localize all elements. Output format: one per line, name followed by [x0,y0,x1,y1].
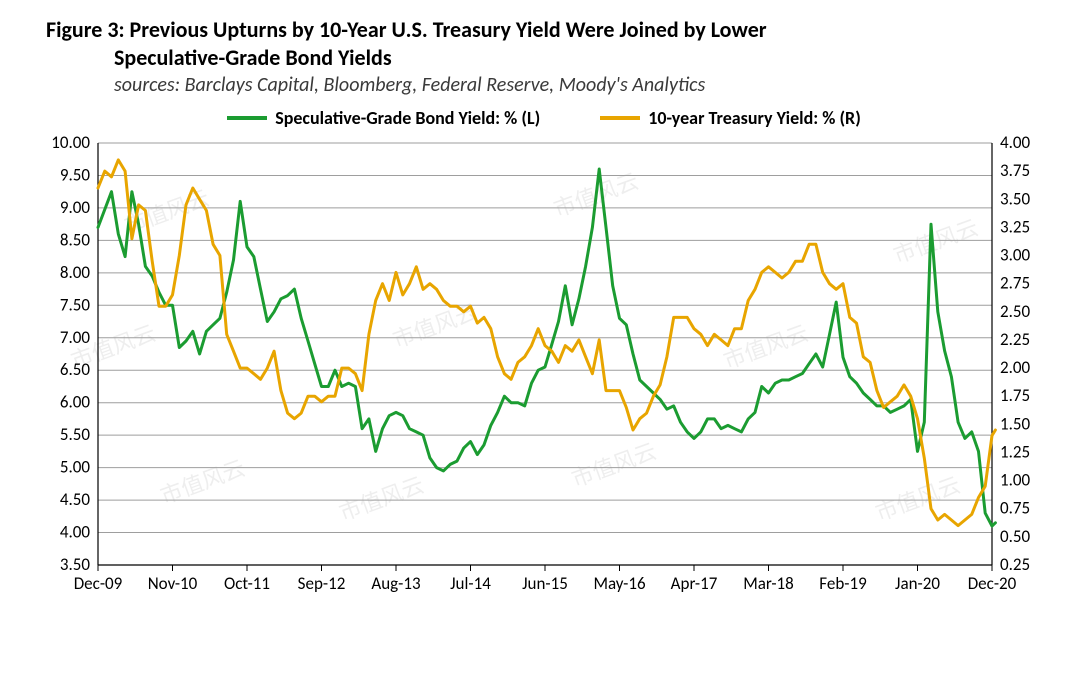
legend-swatch-treasury [600,116,640,120]
plot-border [98,143,992,565]
title-line-2: Speculative-Grade Bond Yields [114,44,392,72]
svg-text:市值风云: 市值风云 [157,454,249,509]
svg-text:3.50: 3.50 [60,554,91,575]
watermarks: 市值风云市值风云市值风云市值风云市值风云市值风云市值风云市值风云市值风云市值风云 [67,167,981,526]
svg-text:9.00: 9.00 [60,197,91,218]
title-line-1: Figure 3: Previous Upturns by 10-Year U.… [46,16,767,43]
svg-text:市值风云: 市值风云 [336,471,428,526]
svg-text:Mar-18: Mar-18 [743,573,794,594]
svg-text:Dec-20: Dec-20 [968,573,1017,594]
svg-text:Jun-15: Jun-15 [522,573,568,594]
legend-label-spec-grade: Speculative-Grade Bond Yield: % (L) [275,107,540,129]
svg-text:May-16: May-16 [593,573,646,594]
svg-text:Nov-10: Nov-10 [148,573,198,594]
chart-area: 市值风云市值风云市值风云市值风云市值风云市值风云市值风云市值风云市值风云市值风云… [40,135,1048,615]
svg-text:Feb-19: Feb-19 [819,573,867,594]
svg-text:市值风云: 市值风云 [890,214,982,269]
svg-text:4.00: 4.00 [1000,135,1031,153]
svg-text:9.50: 9.50 [60,164,91,185]
figure-3: Figure 3: Previous Upturns by 10-Year U.… [0,0,1080,674]
svg-text:2.25: 2.25 [1000,329,1030,350]
legend-label-treasury: 10-year Treasury Yield: % (R) [648,107,861,129]
svg-text:4.50: 4.50 [60,489,91,510]
svg-text:6.00: 6.00 [60,392,91,413]
legend-item-treasury: 10-year Treasury Yield: % (R) [600,107,861,129]
svg-text:3.25: 3.25 [1000,216,1030,237]
svg-text:Sep-12: Sep-12 [298,573,346,594]
svg-text:0.25: 0.25 [1000,554,1030,575]
svg-text:2.00: 2.00 [1000,357,1031,378]
grid [98,143,992,565]
svg-text:Oct-11: Oct-11 [224,573,270,594]
legend-swatch-spec-grade [227,116,267,120]
svg-text:7.50: 7.50 [60,294,91,315]
svg-text:10.00: 10.00 [51,135,90,153]
svg-text:Dec-09: Dec-09 [74,573,123,594]
svg-text:3.00: 3.00 [1000,245,1031,266]
svg-text:1.25: 1.25 [1000,441,1030,462]
svg-text:5.00: 5.00 [60,457,91,478]
svg-text:1.75: 1.75 [1000,385,1030,406]
svg-text:Apr-17: Apr-17 [671,573,718,594]
svg-text:3.50: 3.50 [1000,188,1031,209]
svg-text:0.50: 0.50 [1000,526,1031,547]
svg-text:8.00: 8.00 [60,262,91,283]
legend: Speculative-Grade Bond Yield: % (L) 10-y… [40,107,1048,129]
legend-item-spec-grade: Speculative-Grade Bond Yield: % (L) [227,107,540,129]
chart-svg: 市值风云市值风云市值风云市值风云市值风云市值风云市值风云市值风云市值风云市值风云… [40,135,1040,615]
title-block: Figure 3: Previous Upturns by 10-Year U.… [46,16,1048,97]
svg-text:3.75: 3.75 [1000,160,1030,181]
x-axis: Dec-09 Nov-10 Oct-11 Sep-12 Aug-13 Jul-14 Jun-… [74,565,1017,594]
svg-text:1.00: 1.00 [1000,470,1031,491]
svg-text:Jul-14: Jul-14 [450,573,491,594]
svg-text:2.50: 2.50 [1000,301,1031,322]
svg-text:4.00: 4.00 [60,522,91,543]
svg-text:6.50: 6.50 [60,359,91,380]
svg-text:Aug-13: Aug-13 [371,573,420,594]
svg-text:5.50: 5.50 [60,424,91,445]
y-axis-right: 0.25 0.50 0.75 1.00 1.25 1.50 1.75 2.00 2.25 2.50… [1000,135,1031,575]
svg-text:1.50: 1.50 [1000,413,1031,434]
svg-text:市值风云: 市值风云 [389,298,481,353]
sources-line: sources: Barclays Capital, Bloomberg, Fe… [114,73,1048,97]
figure-title: Figure 3: Previous Upturns by 10-Year U.… [46,16,1048,71]
svg-text:0.75: 0.75 [1000,498,1030,519]
svg-text:2.75: 2.75 [1000,273,1030,294]
svg-text:市值风云: 市值风云 [568,437,660,492]
svg-text:8.50: 8.50 [60,229,91,250]
svg-text:Jan-20: Jan-20 [895,573,940,594]
svg-text:7.00: 7.00 [60,327,91,348]
